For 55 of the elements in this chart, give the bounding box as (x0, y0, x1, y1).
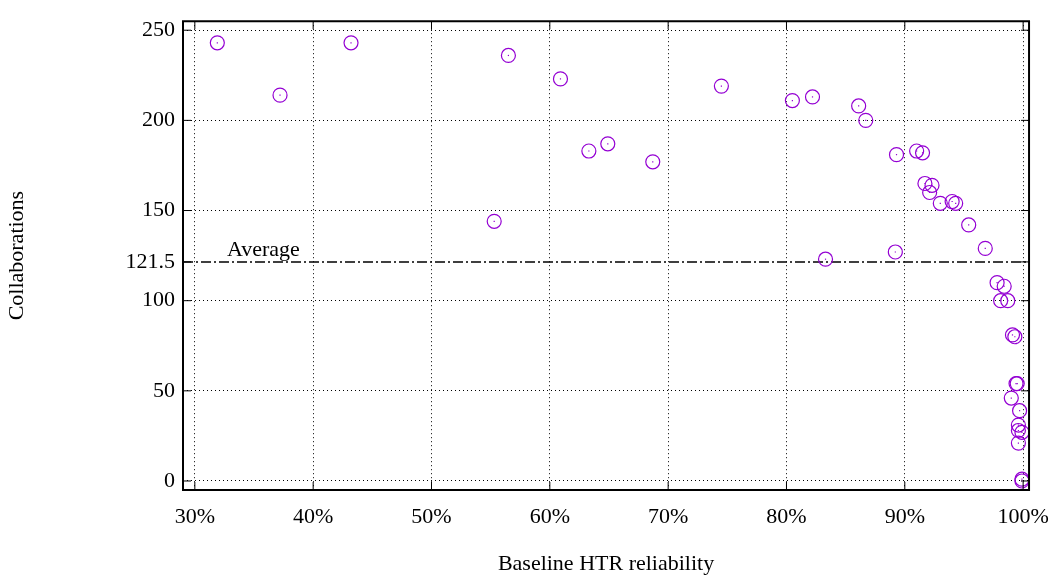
point (600, 136, 616, 152)
point (909, 143, 925, 159)
x-tick-label: 60% (529, 502, 570, 528)
point (209, 35, 225, 51)
point (996, 278, 1012, 294)
point (343, 35, 359, 51)
point (993, 293, 1009, 309)
y-tick-label: 121.5 (125, 247, 175, 273)
ref-line-label: Average (227, 235, 300, 261)
point (858, 112, 874, 128)
point (500, 47, 516, 64)
point (989, 275, 1005, 291)
y-tick-label: 200 (142, 106, 175, 132)
point (961, 217, 977, 233)
point (552, 71, 569, 87)
y-tick-label: 50 (153, 376, 175, 402)
point (486, 213, 502, 229)
point (1010, 417, 1026, 433)
x-tick-label: 80% (766, 502, 807, 528)
point (924, 177, 940, 193)
point (1014, 424, 1030, 440)
point (817, 251, 834, 267)
point (645, 154, 661, 170)
x-tick-label: 100% (997, 502, 1049, 528)
point (1010, 422, 1026, 439)
point (932, 195, 948, 211)
x-tick-label: 30% (174, 502, 215, 528)
point (1011, 403, 1028, 419)
point (887, 244, 903, 260)
x-tick-label: 40% (293, 502, 334, 528)
x-tick-label: 70% (647, 502, 689, 528)
point (914, 145, 931, 161)
point (784, 92, 800, 109)
y-tick-label: 150 (142, 196, 175, 222)
y-tick-label: 100 (142, 286, 175, 312)
point (948, 195, 964, 211)
point (1000, 293, 1016, 309)
y-tick-label: 0 (164, 466, 175, 492)
point (1010, 435, 1026, 451)
point (922, 184, 938, 201)
point (977, 240, 993, 256)
point (944, 193, 960, 210)
point (851, 98, 867, 114)
point (713, 78, 729, 94)
point (888, 147, 905, 163)
point (1003, 390, 1019, 406)
point (581, 143, 597, 159)
point (272, 87, 288, 103)
x-tick-label: 50% (411, 502, 452, 528)
y-tick-label: 250 (142, 16, 175, 41)
y-axis-title: Collaborations (2, 190, 28, 321)
point (917, 175, 933, 192)
x-tick-label: 90% (884, 502, 925, 528)
point (804, 89, 821, 105)
x-axis-title: Baseline HTR reliability (497, 549, 715, 575)
